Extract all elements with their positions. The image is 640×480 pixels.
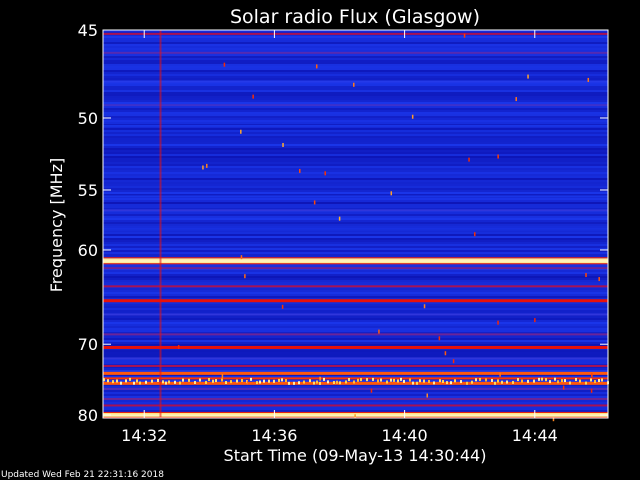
y-axis-label: Frequency [MHz] <box>47 158 66 292</box>
channel-line <box>103 104 608 107</box>
y-tick-label: 50 <box>78 109 98 128</box>
y-tick-label: 45 <box>78 21 98 40</box>
channel-line <box>103 381 608 385</box>
y-tick-label: 55 <box>78 181 98 200</box>
channel-line <box>103 124 608 127</box>
y-tick-label: 80 <box>78 406 98 425</box>
x-tick-label: 14:36 <box>251 426 297 445</box>
channel-line <box>103 267 608 270</box>
y-tick-label: 70 <box>78 335 98 354</box>
chart-title: Solar radio Flux (Glasgow) <box>230 6 480 28</box>
channel-line <box>103 80 608 83</box>
plot-frame <box>102 29 609 419</box>
channel-line <box>103 313 608 316</box>
y-axis: 45 50 55 60 70 80 <box>78 21 608 425</box>
x-tick-label: 14:32 <box>121 426 167 445</box>
channel-line <box>103 209 608 212</box>
burst-band <box>103 377 609 385</box>
vertical-stripe <box>159 30 162 418</box>
channel-line <box>103 397 608 400</box>
y-tick-label: 60 <box>78 241 98 260</box>
x-axis: 14:32 14:36 14:40 14:44 <box>121 30 558 445</box>
channel-line <box>103 404 608 407</box>
channel-line <box>103 377 608 380</box>
x-tick-label: 14:44 <box>512 426 558 445</box>
channel-line <box>103 228 608 231</box>
channel-line <box>103 371 608 375</box>
spectrogram-image <box>103 30 609 422</box>
channel-line <box>103 51 608 54</box>
x-tick-label: 14:40 <box>382 426 428 445</box>
channel-line <box>103 357 608 360</box>
channel-line <box>103 257 608 265</box>
x-axis-label: Start Time (09-May-13 14:30:44) <box>224 446 487 465</box>
channel-line <box>103 333 608 336</box>
updated-timestamp: Updated Wed Feb 21 22:31:16 2018 <box>1 470 164 480</box>
channel-line <box>103 32 608 35</box>
channel-line <box>103 345 608 349</box>
channel-line <box>103 299 608 303</box>
channel-line <box>103 195 608 198</box>
channel-line <box>103 364 608 367</box>
interference-speckles <box>177 33 600 422</box>
channel-line <box>103 285 608 288</box>
channel-line <box>103 387 608 390</box>
